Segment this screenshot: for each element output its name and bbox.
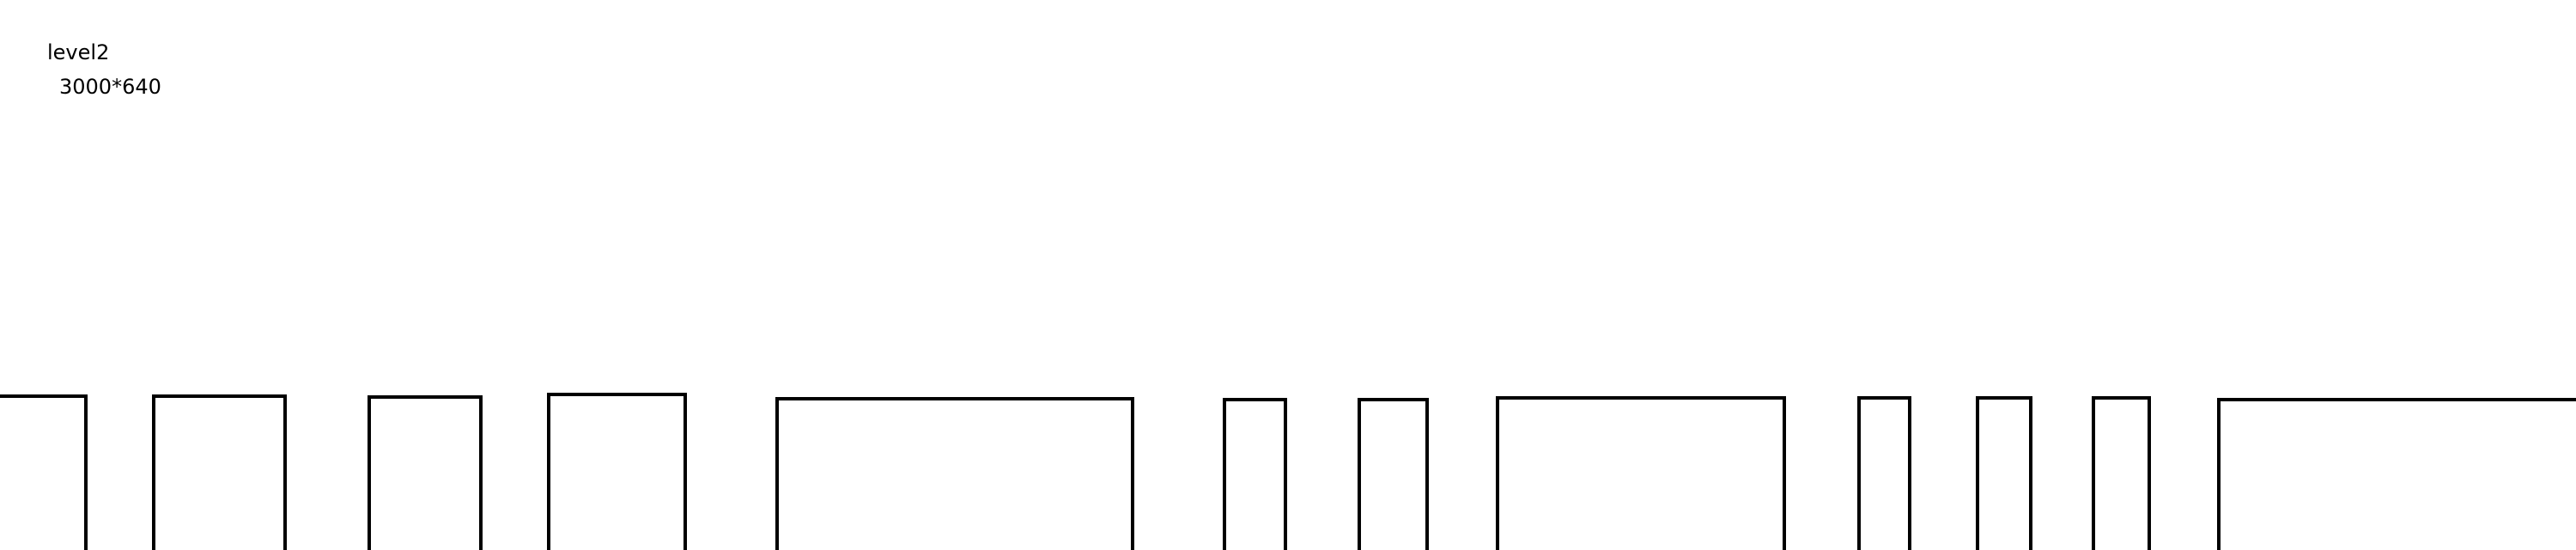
level-title: level2: [47, 40, 110, 64]
pillar-2: [152, 394, 287, 550]
platform-1: [775, 397, 1134, 550]
pillar-3: [368, 395, 483, 550]
pillar-4: [547, 393, 687, 550]
level-size: 3000*640: [59, 75, 161, 99]
pillar-8: [1976, 396, 2032, 550]
pillar-5: [1223, 398, 1287, 550]
platform-2: [1496, 396, 1786, 550]
pillar-1: [0, 394, 88, 550]
pillar-9: [2092, 396, 2151, 550]
pillar-7: [1857, 396, 1911, 550]
pillar-6: [1358, 398, 1429, 550]
platform-3: [2217, 398, 2576, 550]
